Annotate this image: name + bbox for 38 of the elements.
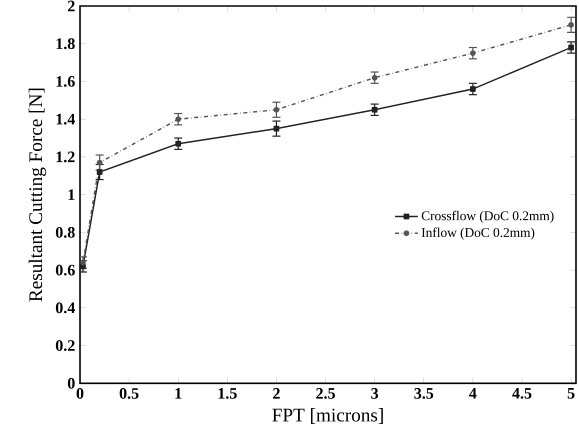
y-tick-label: 1.2 bbox=[56, 152, 75, 162]
y-tick-label: 1 bbox=[68, 189, 74, 200]
point bbox=[568, 22, 574, 28]
point bbox=[470, 50, 476, 56]
point bbox=[568, 44, 574, 50]
point bbox=[96, 160, 103, 166]
point bbox=[96, 169, 103, 175]
y-tick-label: 0.6 bbox=[56, 264, 75, 276]
y-axis-title: Resultant Cutting Force [N] bbox=[28, 88, 46, 302]
x-tick-label: 5 bbox=[568, 388, 574, 399]
point bbox=[274, 126, 280, 132]
y-tick-label: 0.8 bbox=[56, 226, 75, 238]
x-tick-label: 0.5 bbox=[120, 388, 139, 399]
x-tick-label: 4.5 bbox=[512, 388, 532, 399]
point bbox=[372, 74, 378, 81]
point bbox=[175, 116, 182, 122]
x-tick-label: 4 bbox=[469, 388, 477, 399]
y-tick-label: 1.8 bbox=[56, 38, 75, 50]
point bbox=[372, 106, 378, 113]
y-tick-label: 1.4 bbox=[56, 114, 75, 125]
point bbox=[470, 86, 476, 92]
y-tick-label: 0 bbox=[68, 378, 75, 389]
legend-label: Crossflow (DoC 0.2mm) bbox=[422, 210, 554, 224]
point bbox=[175, 140, 182, 147]
x-tick-label: 0 bbox=[76, 388, 84, 399]
y-tick-label: 0.4 bbox=[56, 302, 75, 314]
y-tick-label: 2 bbox=[68, 0, 75, 12]
x-tick-label: 1.5 bbox=[218, 388, 237, 399]
x-axis-title: FPT [microns] bbox=[272, 408, 383, 424]
x-tick-label: 2 bbox=[273, 388, 280, 399]
y-tick-label: 0.2 bbox=[56, 340, 75, 352]
x-tick-label: 2.5 bbox=[316, 388, 335, 399]
point bbox=[274, 106, 280, 113]
legend-label: Inflow (DoC 0.2mm) bbox=[422, 228, 534, 240]
x-tick-label: 3 bbox=[371, 388, 378, 399]
x-tick-label: 3.5 bbox=[414, 388, 434, 399]
x-tick-label: 1 bbox=[175, 388, 182, 399]
y-tick-label: 1.6 bbox=[56, 76, 75, 87]
